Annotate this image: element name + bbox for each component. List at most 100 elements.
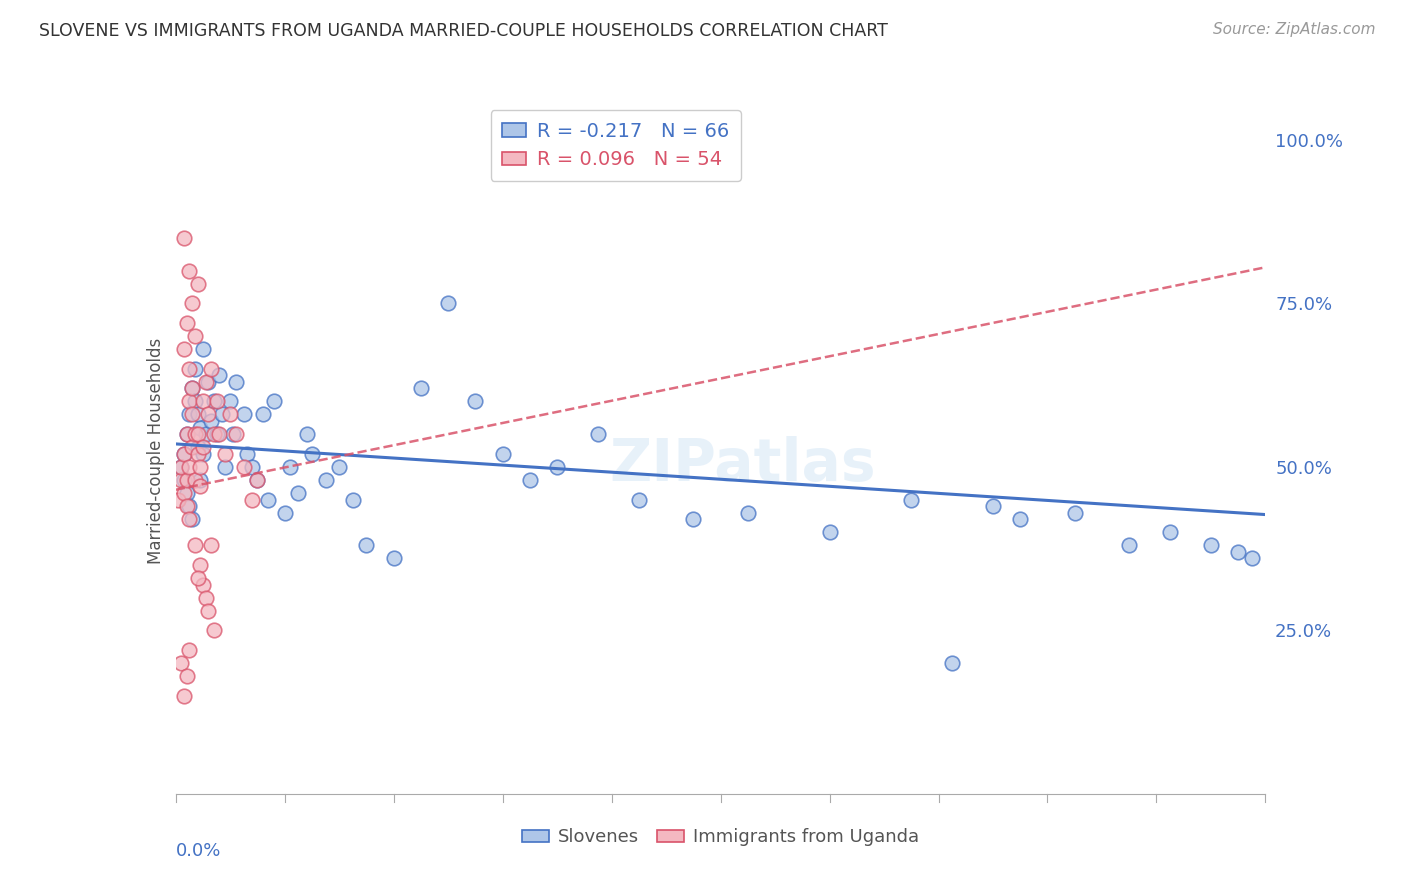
- Point: [202, 624, 225, 638]
- Point: [464, 394, 486, 409]
- Point: [173, 342, 195, 356]
- Point: [173, 231, 195, 245]
- Point: [179, 499, 201, 513]
- Point: [519, 473, 541, 487]
- Point: [737, 506, 759, 520]
- Point: [981, 499, 1004, 513]
- Point: [181, 408, 204, 422]
- Point: [194, 427, 217, 442]
- Point: [176, 427, 198, 442]
- Point: [173, 447, 195, 461]
- Point: [179, 459, 201, 474]
- Point: [191, 577, 214, 591]
- Point: [225, 375, 247, 389]
- Point: [257, 492, 280, 507]
- Point: [173, 486, 195, 500]
- Point: [1159, 525, 1181, 540]
- Point: [179, 394, 201, 409]
- Point: [246, 473, 269, 487]
- Point: [181, 440, 204, 454]
- Point: [176, 486, 198, 500]
- Point: [179, 643, 201, 657]
- Point: [214, 447, 236, 461]
- Point: [179, 361, 201, 376]
- Point: [295, 427, 318, 442]
- Point: [1199, 538, 1222, 552]
- Point: [205, 427, 228, 442]
- Point: [191, 440, 214, 454]
- Point: [219, 408, 242, 422]
- Point: [197, 408, 219, 422]
- Text: 0.0%: 0.0%: [176, 842, 221, 860]
- Point: [179, 512, 201, 526]
- Point: [173, 473, 195, 487]
- Point: [246, 473, 269, 487]
- Point: [191, 394, 214, 409]
- Point: [184, 473, 207, 487]
- Point: [356, 538, 378, 552]
- Point: [188, 479, 211, 493]
- Point: [191, 447, 214, 461]
- Point: [200, 361, 222, 376]
- Point: [208, 368, 231, 383]
- Point: [188, 473, 211, 487]
- Point: [818, 525, 841, 540]
- Point: [214, 459, 236, 474]
- Point: [191, 342, 214, 356]
- Point: [200, 538, 222, 552]
- Legend: Slovenes, Immigrants from Uganda: Slovenes, Immigrants from Uganda: [515, 822, 927, 854]
- Point: [186, 571, 209, 585]
- Point: [202, 394, 225, 409]
- Point: [170, 459, 193, 474]
- Point: [184, 394, 207, 409]
- Point: [328, 459, 350, 474]
- Point: [176, 316, 198, 330]
- Point: [186, 427, 209, 442]
- Point: [437, 296, 460, 310]
- Point: [188, 420, 211, 434]
- Point: [1227, 545, 1250, 559]
- Point: [184, 329, 207, 343]
- Point: [181, 381, 204, 395]
- Point: [240, 459, 263, 474]
- Point: [586, 427, 609, 442]
- Point: [167, 492, 190, 507]
- Point: [170, 473, 193, 487]
- Point: [186, 440, 209, 454]
- Point: [208, 427, 231, 442]
- Point: [627, 492, 650, 507]
- Point: [263, 394, 285, 409]
- Text: SLOVENE VS IMMIGRANTS FROM UGANDA MARRIED-COUPLE HOUSEHOLDS CORRELATION CHART: SLOVENE VS IMMIGRANTS FROM UGANDA MARRIE…: [39, 22, 889, 40]
- Point: [194, 375, 217, 389]
- Point: [184, 361, 207, 376]
- Point: [546, 459, 568, 474]
- Point: [252, 408, 274, 422]
- Point: [176, 427, 198, 442]
- Point: [197, 375, 219, 389]
- Point: [222, 427, 245, 442]
- Point: [184, 538, 207, 552]
- Point: [186, 408, 209, 422]
- Point: [240, 492, 263, 507]
- Point: [235, 447, 257, 461]
- Point: [197, 604, 219, 618]
- Point: [211, 408, 233, 422]
- Point: [1010, 512, 1032, 526]
- Point: [1118, 538, 1140, 552]
- Point: [176, 499, 198, 513]
- Text: Source: ZipAtlas.com: Source: ZipAtlas.com: [1212, 22, 1375, 37]
- Point: [274, 506, 297, 520]
- Point: [181, 381, 204, 395]
- Y-axis label: Married-couple Households: Married-couple Households: [146, 337, 165, 564]
- Point: [342, 492, 364, 507]
- Point: [194, 591, 217, 605]
- Point: [941, 656, 963, 670]
- Point: [1240, 551, 1263, 566]
- Point: [202, 427, 225, 442]
- Point: [170, 459, 193, 474]
- Point: [278, 459, 301, 474]
- Point: [188, 558, 211, 572]
- Point: [287, 486, 309, 500]
- Point: [173, 447, 195, 461]
- Point: [170, 656, 193, 670]
